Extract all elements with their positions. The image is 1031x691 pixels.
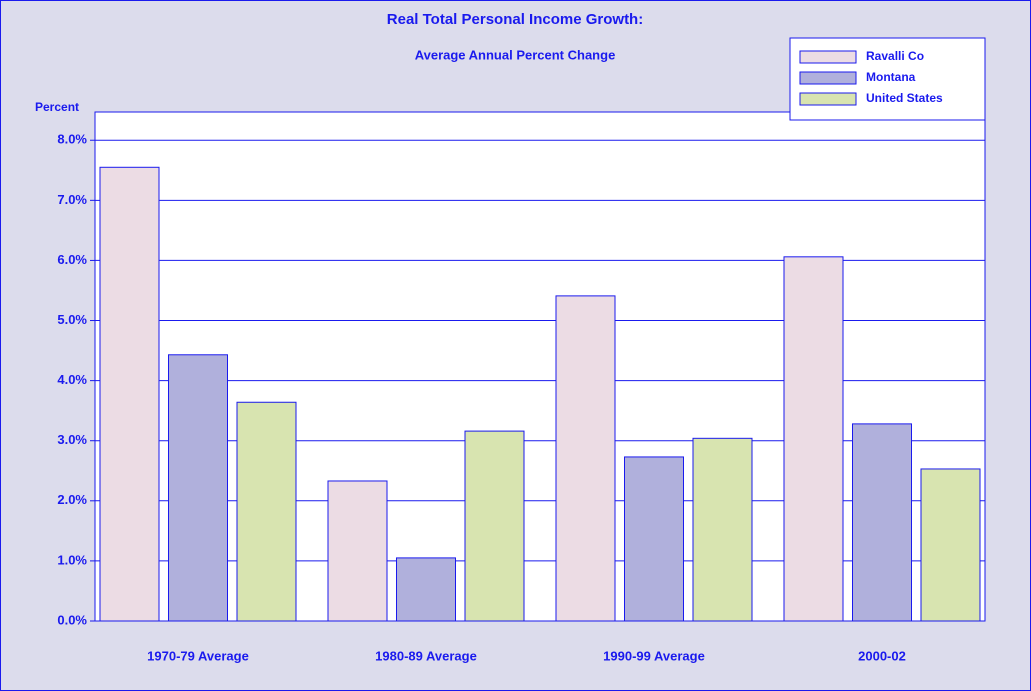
y-axis-label: Percent [35,100,79,114]
bar [327,480,388,622]
y-tick-label: 8.0% [57,132,87,147]
bar [624,456,684,622]
bar [555,295,616,622]
bar [464,430,525,622]
x-tick-label: 1980-89 Average [375,648,477,663]
y-tick-label: 7.0% [57,192,87,207]
bar [236,401,297,622]
legend-label: Montana [866,70,916,84]
x-tick-label: 1970-79 Average [147,648,249,663]
bar [852,423,912,622]
bar [99,166,160,622]
y-tick-label: 6.0% [57,252,87,267]
bar [783,256,844,622]
x-tick-label: 1990-99 Average [603,648,705,663]
chart-title: Real Total Personal Income Growth: [387,11,643,28]
legend-swatch [799,50,857,64]
x-tick-label: 2000-02 [858,648,906,663]
y-tick-label: 0.0% [57,612,87,627]
legend-swatch [799,92,857,106]
bar [168,354,228,622]
y-tick-label: 5.0% [57,312,87,327]
y-tick-label: 2.0% [57,492,87,507]
bar [920,468,981,622]
bar [396,557,456,622]
chart-subtitle: Average Annual Percent Change [415,47,616,62]
y-tick-label: 4.0% [57,372,87,387]
bar [692,437,753,622]
y-tick-label: 3.0% [57,432,87,447]
legend-label: Ravalli Co [866,49,924,63]
y-tick-label: 1.0% [57,552,87,567]
legend-swatch [799,71,857,85]
legend-label: United States [866,91,943,105]
plot-area [94,111,986,622]
